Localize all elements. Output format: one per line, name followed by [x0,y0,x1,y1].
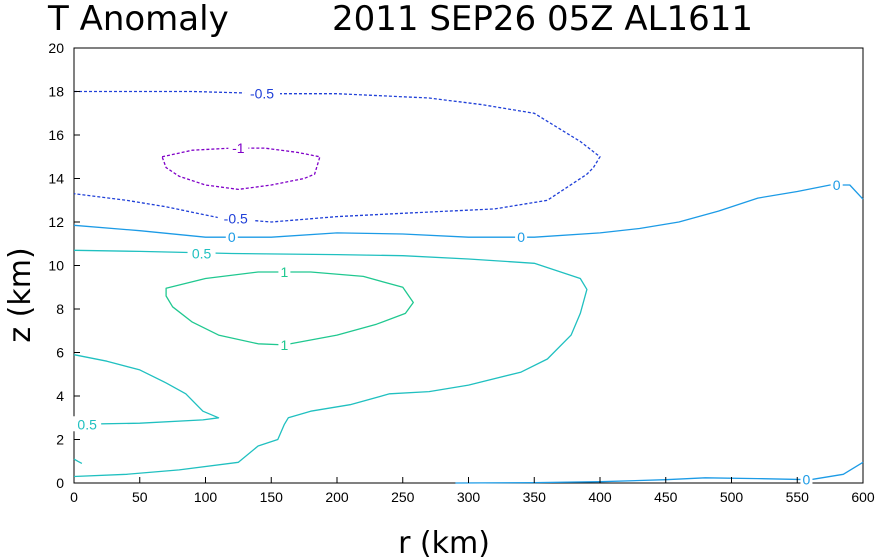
contour-label-bg [217,210,254,226]
contour-label: 0 [517,229,525,245]
contour-line [73,458,83,464]
y-axis-label: z (km) [3,247,38,342]
x-tick-label: 500 [720,489,744,505]
contour-label: -0.5 [224,211,248,227]
contour-label-bg [244,85,281,101]
x-tick-label: 100 [194,489,218,505]
contour-line [455,461,864,484]
y-tick-label: 8 [56,301,64,317]
contour-label: 0 [228,229,236,245]
contour-label-bg [228,140,249,156]
contour-label-bg [187,245,216,261]
contour-label: 0.5 [77,416,97,432]
contour-label-bg [278,336,291,352]
y-tick-label: 20 [48,40,64,56]
contour-label-bg [278,264,291,280]
contour-label-bg [225,229,238,245]
contour-line [73,90,601,223]
contour-label-bg [515,229,528,245]
contour-labels: -0.5 -1 -0.5 0 0 0 0 0.5 0.5 1 1 [73,85,843,488]
plot-frame [73,47,864,484]
x-tick-label: 550 [786,489,810,505]
contour-label-bg [73,416,102,432]
x-axis: 0 50 100 150 200 250 300 350 400 450 500 550 600 [70,477,875,505]
y-tick-label: 14 [48,171,64,187]
contour-label: -0.5 [250,86,274,102]
contour-label: 0.5 [192,246,212,262]
y-tick-label: 4 [56,388,64,404]
contour-label: 1 [281,264,289,280]
y-tick-label: 12 [48,214,64,230]
contour-line [73,354,220,425]
x-tick-label: 50 [132,489,148,505]
chart-subtitle: 2011 SEP26 05Z AL1611 [332,0,753,39]
x-tick-label: 150 [260,489,284,505]
contour-lines [73,90,864,484]
contour-label-bg [800,471,813,487]
x-axis-label: r (km) [398,526,490,558]
contour-label: -1 [232,140,245,156]
y-tick-label: 0 [56,475,64,491]
y-tick-label: 2 [56,432,64,448]
contour-line [165,271,414,346]
contour-line [73,249,588,478]
y-tick-label: 10 [48,258,64,274]
x-tick-label: 0 [70,489,78,505]
contour-line [73,184,864,238]
x-tick-label: 200 [325,489,349,505]
y-tick-label: 6 [56,345,64,361]
contour-label: 1 [281,337,289,353]
y-axis: 0 2 4 6 8 10 12 14 16 18 20 [48,40,80,491]
x-tick-label: 600 [851,489,875,505]
y-tick-label: 16 [48,127,64,143]
x-tick-label: 450 [654,489,678,505]
x-tick-label: 250 [391,489,415,505]
contour-label: 0 [833,177,841,193]
chart-title: T Anomaly [47,0,229,39]
x-tick-label: 350 [523,489,547,505]
contour-label-bg [830,177,843,193]
contour-label: 0 [803,472,811,488]
x-tick-label: 400 [588,489,612,505]
y-tick-label: 18 [48,84,64,100]
x-tick-label: 300 [457,489,481,505]
